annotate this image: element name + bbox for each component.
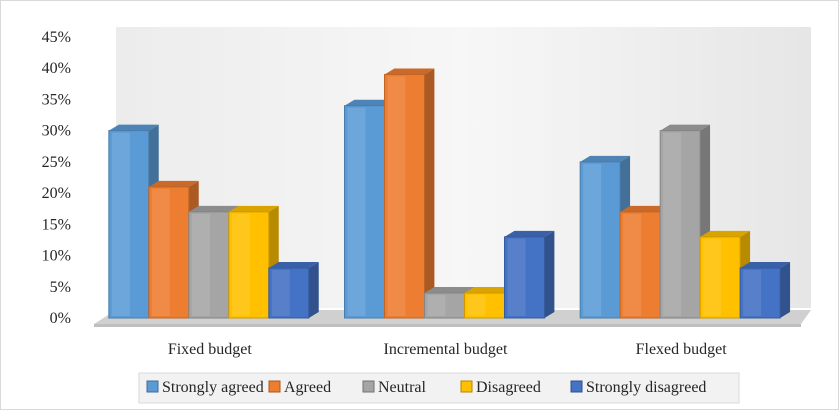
y-tick-label: 20% — [42, 185, 71, 202]
bar-top-face — [620, 205, 671, 212]
bar-top-face — [424, 287, 475, 294]
bar-top-face — [344, 99, 395, 106]
legend-swatch — [268, 380, 281, 393]
bar-highlight — [191, 213, 210, 316]
category-label: Incremental budget — [384, 341, 509, 358]
y-tick-label: 0% — [50, 310, 71, 327]
bar-side-face — [780, 262, 791, 318]
bar-fixed-budget-disagreed — [228, 205, 279, 319]
legend-swatch — [460, 380, 473, 393]
bar-highlight — [387, 76, 406, 316]
legend-label: Strongly disagreed — [586, 379, 706, 396]
legend-item-disagreed: Disagreed — [460, 379, 541, 396]
y-tick-label: 10% — [42, 248, 71, 265]
category-label: Flexed budget — [636, 341, 728, 358]
bar-side-face — [424, 68, 435, 318]
bar-flexed-budget-strongly-agreed — [579, 155, 631, 319]
category-label: Fixed budget — [168, 341, 253, 358]
bar-top-face — [740, 262, 791, 269]
bar-top-face — [580, 155, 631, 162]
bar-highlight — [703, 238, 722, 316]
legend-label: Disagreed — [476, 379, 541, 396]
bar-incremental-budget-agreed — [384, 68, 435, 319]
bar-top-face — [148, 180, 199, 187]
bar-fixed-budget-strongly-agreed — [108, 124, 159, 319]
bar-side-face — [308, 262, 319, 318]
bar-highlight — [623, 213, 642, 316]
y-tick-label: 5% — [50, 279, 71, 296]
bar-top-face — [660, 124, 711, 131]
legend-item-neutral: Neutral — [362, 379, 427, 396]
bar-flexed-budget-strongly-disagreed — [739, 262, 791, 319]
bar-top-face — [188, 205, 239, 212]
floor-edge — [94, 324, 801, 327]
bar-highlight — [231, 213, 250, 316]
y-tick-label: 40% — [42, 60, 71, 77]
bar-highlight — [271, 270, 290, 316]
y-tick-label: 30% — [42, 123, 71, 140]
bar-top-face — [228, 205, 279, 212]
bar-highlight — [111, 132, 130, 316]
legend-label: Strongly agreed — [162, 379, 264, 396]
bar-incremental-budget-strongly-agreed — [344, 99, 395, 319]
bar-top-face — [700, 230, 751, 237]
bar-top-face — [268, 262, 319, 269]
legend: Strongly agreed Agreed Neutral Disagreed Str… — [138, 372, 740, 404]
bars — [108, 68, 791, 319]
legend-label: Neutral — [378, 379, 427, 396]
bar-highlight — [583, 163, 602, 316]
bar-top-face — [108, 124, 159, 131]
bar-incremental-budget-disagreed — [464, 287, 515, 319]
bar-highlight — [347, 107, 366, 316]
legend-item-agreed: Agreed — [268, 379, 331, 396]
legend-item-strongly-disagreed: Strongly disagreed — [570, 379, 706, 396]
bar-top-face — [464, 287, 515, 294]
y-tick-label: 15% — [42, 216, 71, 233]
bar-incremental-budget-strongly-disagreed — [504, 230, 555, 319]
y-tick-label: 45% — [42, 29, 71, 46]
legend-label: Agreed — [284, 379, 331, 396]
bar-highlight — [467, 295, 486, 316]
bar-side-face — [544, 230, 555, 318]
legend-swatch — [570, 380, 583, 393]
bar-highlight — [427, 295, 446, 316]
legend-swatch — [362, 380, 375, 393]
bar-top-face — [504, 230, 555, 237]
bar-top-face — [384, 68, 435, 75]
bar-highlight — [743, 270, 762, 316]
y-tick-label: 25% — [42, 154, 71, 171]
bar-highlight — [507, 238, 526, 316]
legend-item-strongly-agreed: Strongly agreed — [146, 379, 264, 396]
bar-highlight — [663, 132, 682, 316]
y-axis: 0% 5% 10% 15% 20% 25% 30% 35% 40% 45% — [42, 29, 71, 327]
bar-fixed-budget-strongly-disagreed — [268, 262, 319, 319]
legend-box — [138, 372, 740, 404]
y-tick-label: 35% — [42, 91, 71, 108]
category-axis: Fixed budget Incremental budget Flexed bud… — [168, 341, 727, 358]
bar-highlight — [151, 188, 170, 316]
legend-swatch — [146, 380, 159, 393]
